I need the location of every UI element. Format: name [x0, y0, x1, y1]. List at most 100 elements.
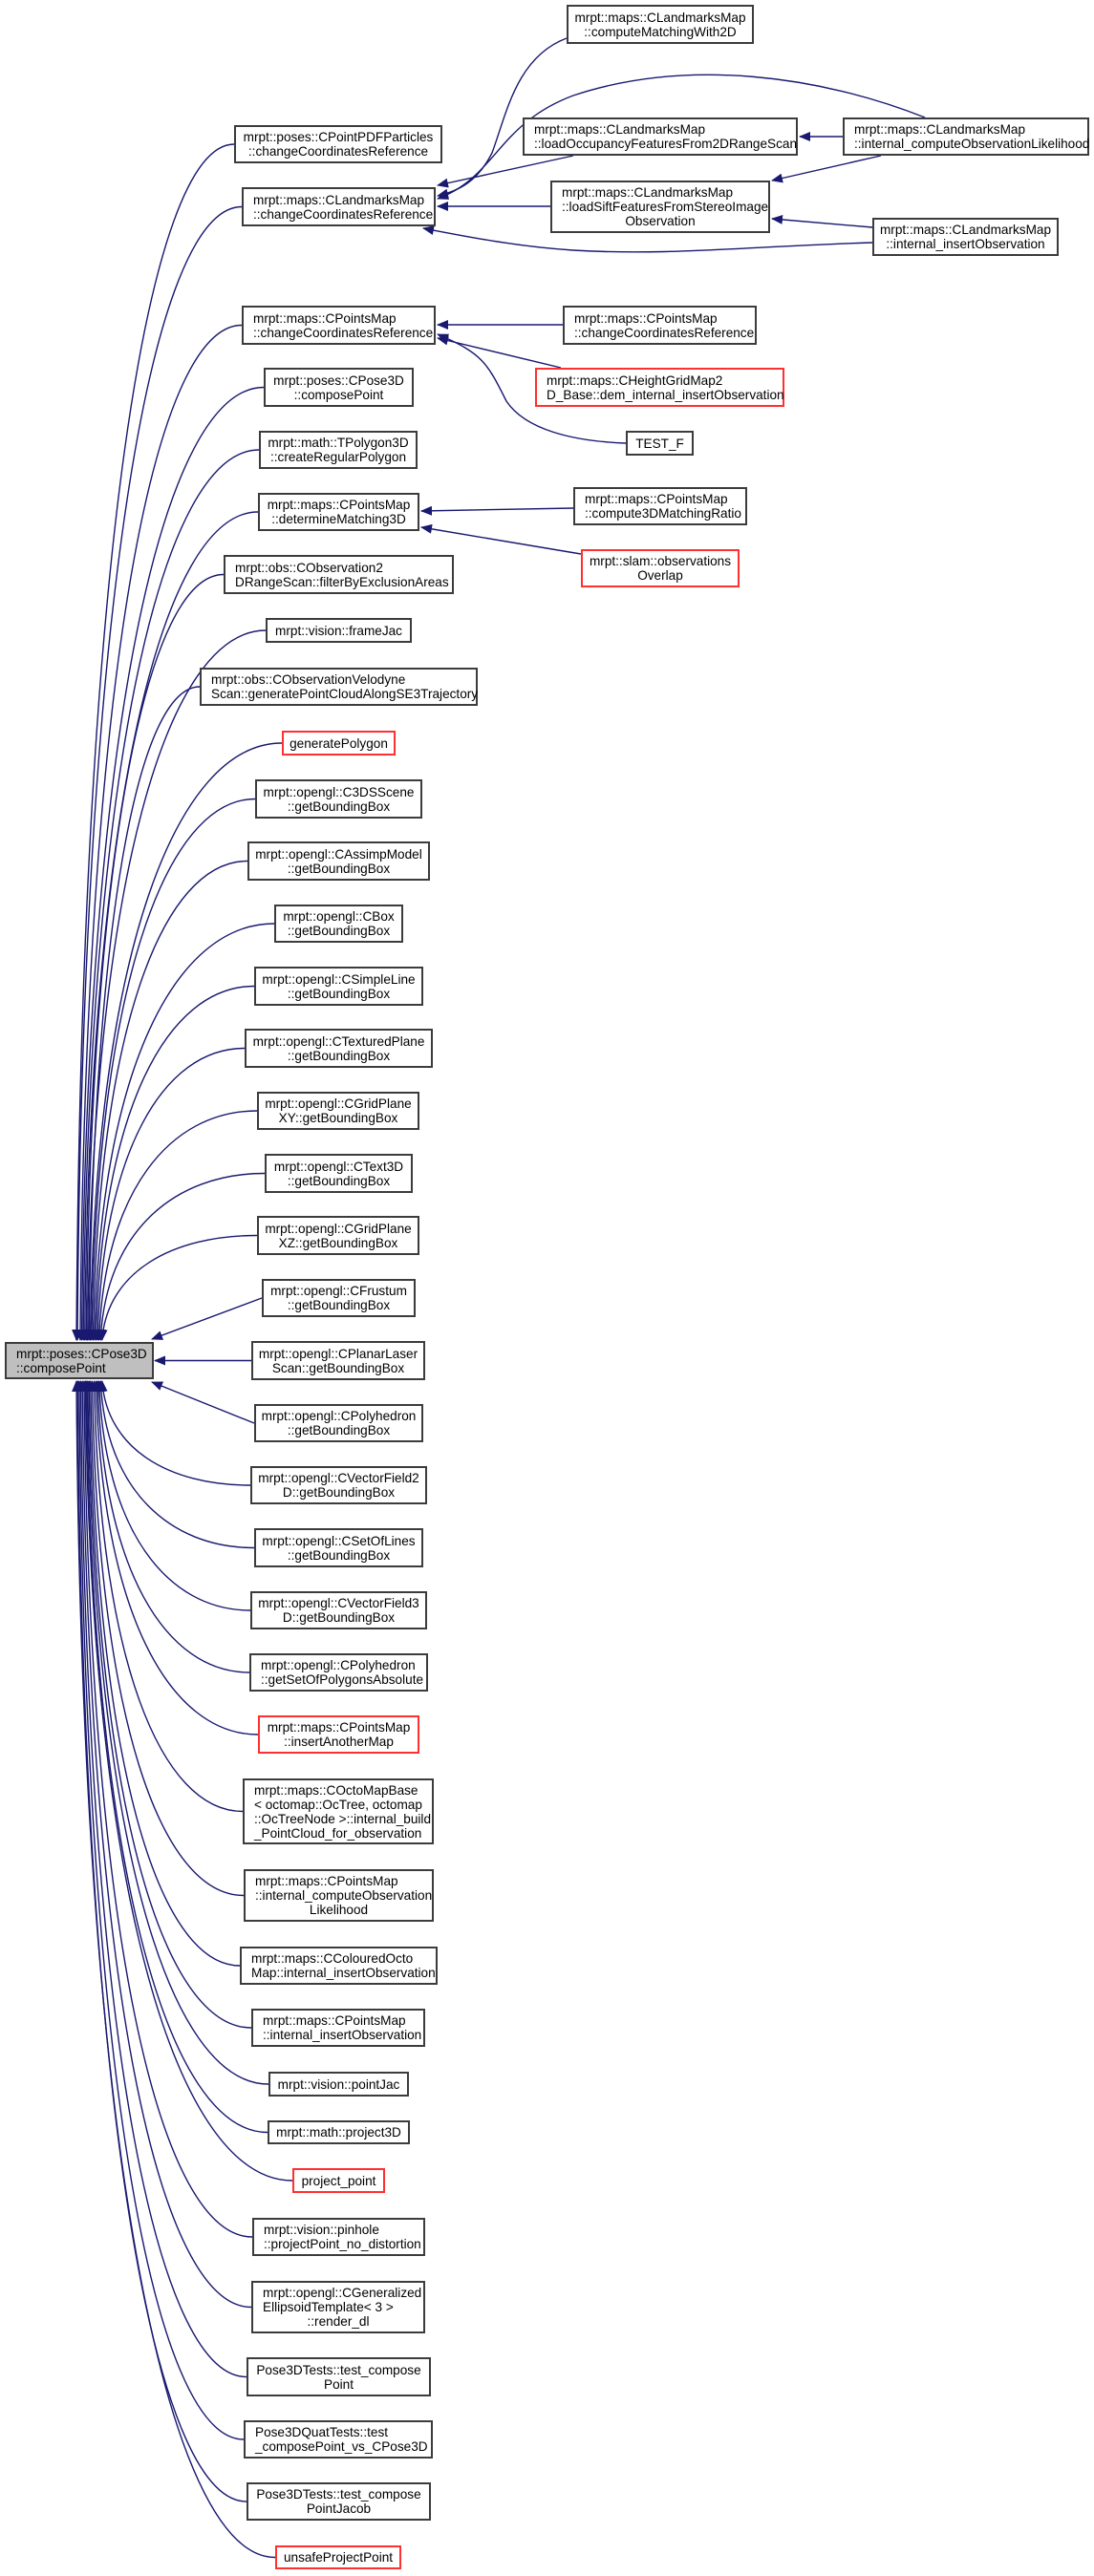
node-label-line: mrpt::maps::COctoMapBase: [254, 1782, 418, 1798]
graph-node-cfrustum[interactable]: mrpt::opengl::CFrustum::getBoundingBox: [262, 1279, 416, 1317]
graph-node-cgridplanexy[interactable]: mrpt::opengl::CGridPlane XY::getBoundingB…: [257, 1092, 419, 1130]
graph-node-project3d[interactable]: mrpt::math::project3D: [268, 2120, 410, 2144]
node-label-line: D::getBoundingBox: [282, 1485, 396, 1500]
node-label-line: mrpt::opengl::CVectorField3: [258, 1596, 419, 1610]
node-label-line: mrpt::math::TPolygon3D: [268, 436, 409, 450]
graph-node-coctomapbase[interactable]: mrpt::maps::COctoMapBase < octomap::OcTre…: [243, 1778, 434, 1844]
graph-node-points_internal_compute[interactable]: mrpt::maps::CPointsMap::internal_compute…: [244, 1869, 434, 1922]
graph-node-determinematching3d[interactable]: mrpt::maps::CPointsMap::determineMatchin…: [258, 493, 419, 531]
node-label-line: mrpt::slam::observations: [589, 554, 732, 568]
graph-node-quat_test[interactable]: Pose3DQuatTests::test _composePoint_vs_CP…: [244, 2420, 433, 2459]
graph-node-points_ccr[interactable]: mrpt::maps::CPointsMap::changeCoordinate…: [242, 306, 436, 345]
node-label-line: mrpt::opengl::CSetOfLines: [262, 1533, 416, 1548]
node-label-line: ::getBoundingBox: [287, 924, 391, 938]
root-node-root: mrpt::poses::CPose3D::composePoint: [5, 1342, 154, 1379]
node-label-line: ::composePoint: [293, 387, 384, 402]
graph-node-loadoccupancy[interactable]: mrpt::maps::CLandmarksMap::loadOccupancy…: [523, 117, 798, 156]
graph-node-heightgrid[interactable]: mrpt::maps::CHeightGridMap2 D_Base::dem_i…: [535, 368, 784, 407]
graph-node-framejac[interactable]: mrpt::vision::frameJac: [266, 618, 412, 643]
node-label-line: Likelihood: [309, 1903, 369, 1917]
graph-node-landmarks_ccr[interactable]: mrpt::maps::CLandmarksMap::changeCoordin…: [242, 187, 436, 226]
edge-tpolygon3d-to-root: [78, 449, 260, 1341]
node-label-line: mrpt::opengl::CGridPlane: [265, 1096, 412, 1111]
graph-node-generatepolygon[interactable]: generatePolygon: [282, 731, 396, 756]
graph-node-velodyne[interactable]: mrpt::obs::CObservationVelodyne Scan::gen…: [200, 668, 478, 706]
edge-colouredocto-to-root: [85, 1380, 241, 1967]
edge-quat_test-to-root: [74, 1380, 245, 2440]
graph-node-csetoflines[interactable]: mrpt::opengl::CSetOfLines::getBoundingBo…: [254, 1528, 423, 1567]
graph-node-pinhole[interactable]: mrpt::vision::pinhole::projectPoint_no_d…: [252, 2218, 425, 2256]
edge-test_composepointjacob-to-root: [73, 1380, 247, 2502]
node-label-line: ::OcTreeNode >::internal_build: [254, 1811, 432, 1826]
graph-node-cvectorfield2d[interactable]: mrpt::opengl::CVectorField2 D::getBoundin…: [250, 1466, 427, 1504]
edge-c3ds-to-root: [87, 798, 256, 1341]
node-label-line: ::determineMatching3D: [271, 512, 406, 526]
graph-node-points_internal_insert[interactable]: mrpt::maps::CPointsMap::internal_insertO…: [251, 2009, 425, 2047]
graph-node-unsafeprojectpoint[interactable]: unsafeProjectPoint: [275, 2545, 401, 2569]
graph-node-ctext3d[interactable]: mrpt::opengl::CText3D::getBoundingBox: [265, 1154, 413, 1193]
edge-determinematching3d-to-root: [79, 511, 259, 1341]
graph-node-insertanothermap[interactable]: mrpt::maps::CPointsMap::insertAnotherMap: [258, 1715, 419, 1754]
node-label-line: mrpt::poses::CPointPDFParticles: [243, 130, 434, 144]
node-label-line: mrpt::maps::CLandmarksMap: [879, 223, 1052, 237]
edge-landmarks_internal_insert-to-landmarks_ccr: [422, 225, 873, 253]
edge-landmarks_internal_compute-to-loadsift: [771, 155, 882, 183]
graph-node-cvectorfield3d[interactable]: mrpt::opengl::CVectorField3 D::getBoundin…: [250, 1591, 427, 1629]
graph-node-test_composepoint[interactable]: Pose3DTests::test_compose Point: [247, 2357, 431, 2396]
node-label-line: mrpt::opengl::CVectorField2: [258, 1471, 419, 1485]
node-label-line: PointJacob: [306, 2501, 372, 2516]
graph-node-test_composepointjacob[interactable]: Pose3DTests::test_compose PointJacob: [247, 2482, 431, 2521]
node-label-line: project_point: [301, 2173, 376, 2188]
graph-node-tpolygon3d[interactable]: mrpt::math::TPolygon3D::createRegularPol…: [259, 431, 418, 469]
graph-node-colouredocto[interactable]: mrpt::maps::CColouredOcto Map::internal_i…: [240, 1947, 438, 1985]
graph-node-pose3d_composepoint[interactable]: mrpt::poses::CPose3D::composePoint: [264, 368, 414, 407]
edge-obs2d_filter-to-root: [81, 573, 225, 1341]
graph-node-observationsoverlap[interactable]: mrpt::slam::observations Overlap: [581, 549, 740, 587]
edge-insertanothermap-to-root: [91, 1380, 259, 1735]
graph-node-cgeneralized[interactable]: mrpt::opengl::CGeneralized EllipsoidTempl…: [251, 2281, 425, 2333]
graph-node-computematchingwith2d[interactable]: mrpt::maps::CLandmarksMap::computeMatchi…: [567, 5, 754, 44]
node-label-line: ::getBoundingBox: [287, 1048, 391, 1063]
node-label-line: ::changeCoordinatesReference: [253, 325, 434, 340]
edge-cvectorfield3d-to-root: [95, 1380, 251, 1611]
node-label-line: mrpt::maps::CLandmarksMap: [562, 185, 734, 200]
graph-node-cassimp[interactable]: mrpt::opengl::CAssimpModel::getBoundingB…: [247, 841, 430, 881]
node-label-line: Pose3DTests::test_compose: [256, 2487, 421, 2501]
graph-node-csimpleline[interactable]: mrpt::opengl::CSimpleLine::getBoundingBo…: [254, 967, 423, 1006]
graph-node-landmarks_internal_compute[interactable]: mrpt::maps::CLandmarksMap::internal_comp…: [843, 117, 1089, 156]
edge-ctexturedplane-to-root: [93, 1047, 246, 1341]
edge-test_f-to-points_ccr: [437, 333, 627, 444]
node-label-line: mrpt::maps::CPointsMap: [267, 1720, 411, 1735]
graph-node-project_point[interactable]: project_point: [292, 2168, 385, 2193]
node-label-line: mrpt::vision::pointJac: [277, 2076, 400, 2092]
graph-node-loadsift[interactable]: mrpt::maps::CLandmarksMap::loadSiftFeatu…: [550, 181, 770, 233]
graph-node-cplanarlaser[interactable]: mrpt::opengl::CPlanarLaser Scan::getBound…: [251, 1341, 425, 1380]
graph-node-obs2d_filter[interactable]: mrpt::obs::CObservation2 DRangeScan::filt…: [224, 555, 454, 594]
edge-cfrustum-to-root: [151, 1297, 263, 1340]
node-label-line: ::getBoundingBox: [287, 1423, 391, 1437]
node-label-line: mrpt::obs::CObservationVelodyne: [211, 672, 406, 687]
node-label-line: ::composePoint: [16, 1360, 106, 1375]
node-label-line: Pose3DTests::test_compose: [256, 2362, 421, 2377]
graph-node-test_f[interactable]: TEST_F: [626, 431, 694, 456]
node-label-line: mrpt::maps::CLandmarksMap: [253, 192, 425, 207]
graph-node-pdfparticles_ccr[interactable]: mrpt::poses::CPointPDFParticles::changeC…: [234, 125, 442, 163]
node-label-line: mrpt::maps::CLandmarksMap: [854, 122, 1026, 137]
node-label-line: mrpt::opengl::CText3D: [273, 1159, 404, 1174]
node-label-line: mrpt::maps::CHeightGridMap2: [547, 373, 723, 388]
graph-node-cgridplanexz[interactable]: mrpt::opengl::CGridPlane XZ::getBoundingB…: [257, 1216, 419, 1255]
edge-cgridplanexy-to-root: [95, 1110, 258, 1341]
node-label-line: unsafeProjectPoint: [283, 2550, 394, 2565]
graph-node-ctexturedplane[interactable]: mrpt::opengl::CTexturedPlane::getBoundin…: [245, 1029, 433, 1068]
node-label-line: mrpt::vision::frameJac: [275, 623, 402, 638]
graph-node-landmarks_internal_insert[interactable]: mrpt::maps::CLandmarksMap::internal_inse…: [872, 218, 1059, 256]
graph-node-points_ccr_2[interactable]: mrpt::maps::CPointsMap::changeCoordinate…: [563, 306, 757, 345]
graph-node-c3ds[interactable]: mrpt::opengl::C3DSScene::getBoundingBox: [255, 779, 422, 819]
node-label-line: mrpt::poses::CPose3D: [273, 373, 404, 388]
graph-node-cpolyhedron_set[interactable]: mrpt::opengl::CPolyhedron::getSetOfPolyg…: [249, 1653, 428, 1692]
node-label-line: mrpt::maps::CPointsMap: [263, 2013, 406, 2028]
graph-node-pointjac[interactable]: mrpt::vision::pointJac: [268, 2072, 409, 2097]
graph-node-cbox[interactable]: mrpt::opengl::CBox::getBoundingBox: [274, 905, 403, 943]
graph-node-cpolyhedron_bb[interactable]: mrpt::opengl::CPolyhedron::getBoundingBo…: [254, 1404, 423, 1442]
graph-node-compute3dmatchingratio[interactable]: mrpt::maps::CPointsMap::compute3DMatchin…: [573, 487, 747, 525]
